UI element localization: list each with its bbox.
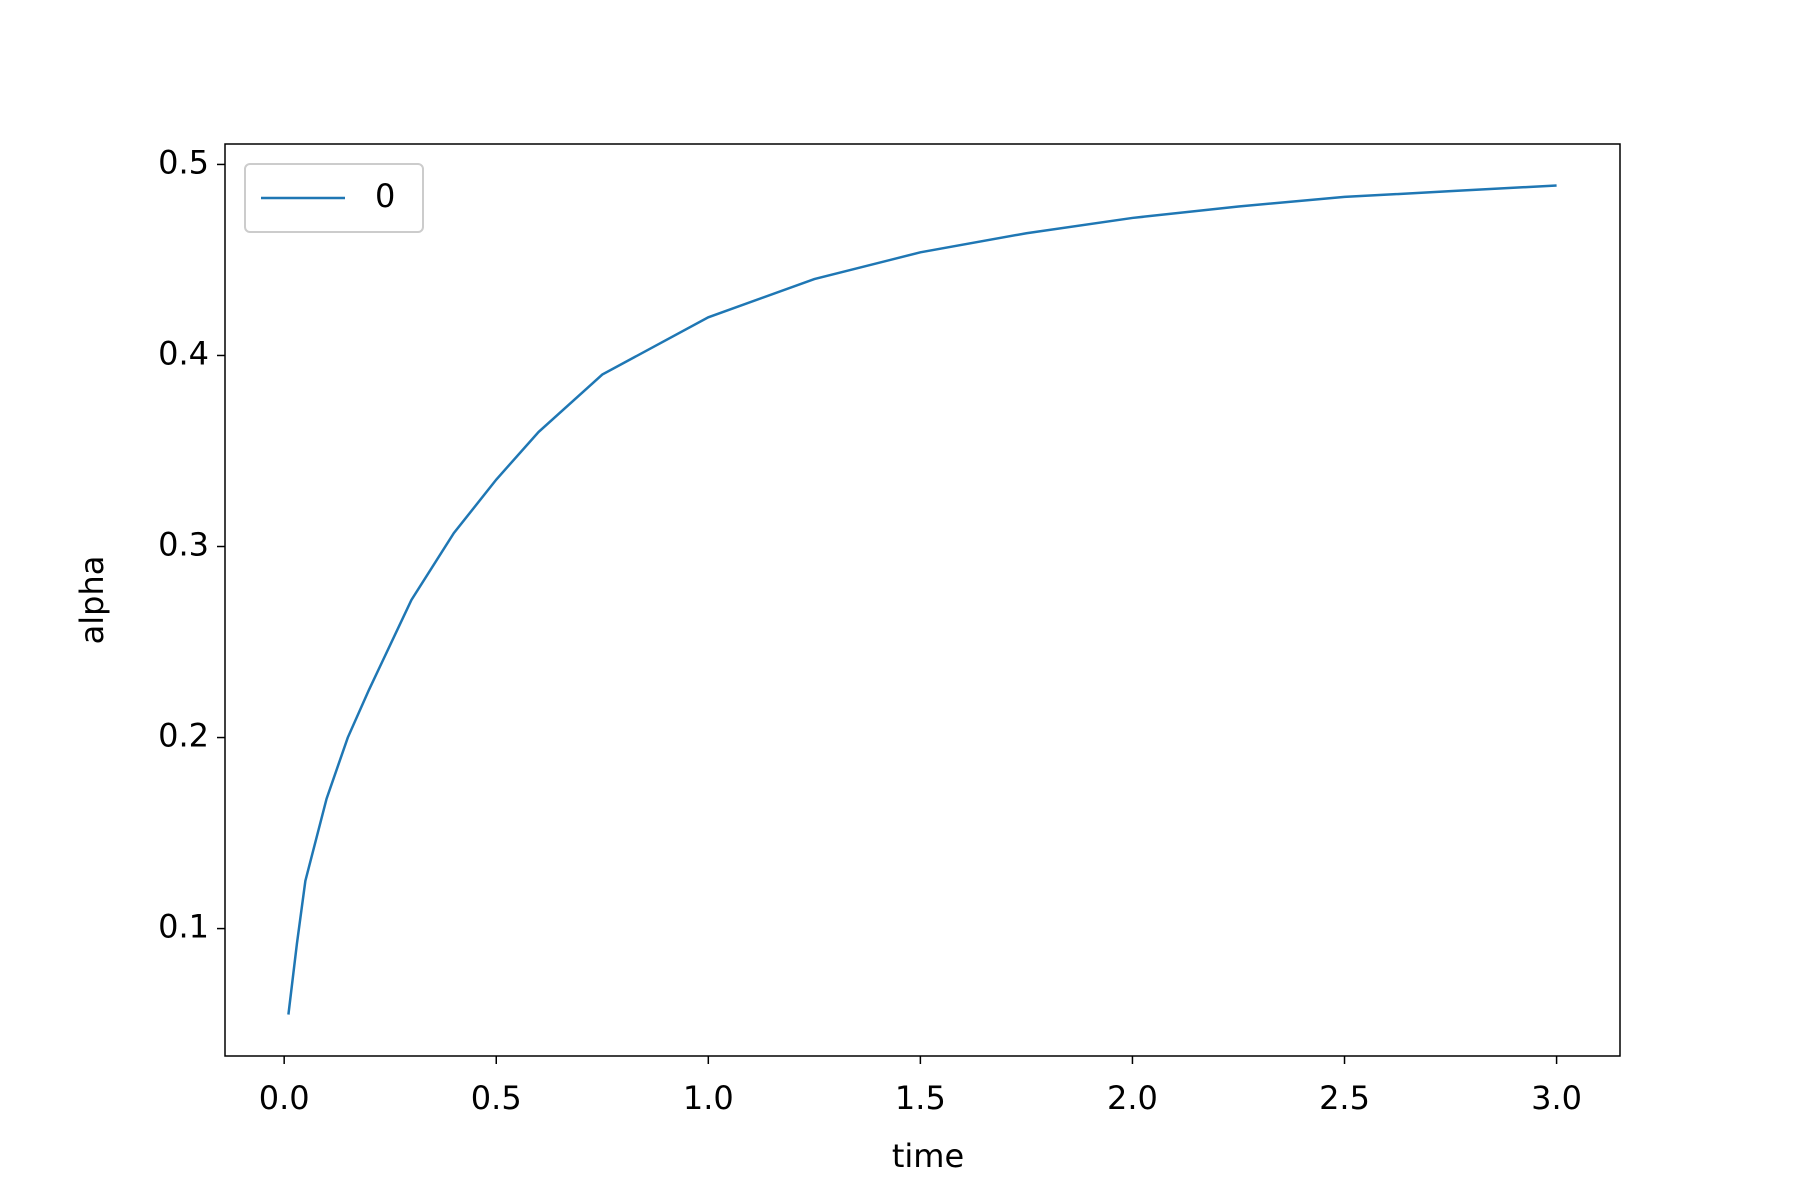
x-tick-label: 2.0 — [1107, 1079, 1158, 1117]
x-axis-label: time — [892, 1137, 964, 1175]
y-tick-label: 0.1 — [158, 908, 209, 946]
y-axis-label: alpha — [73, 556, 111, 645]
x-tick-label: 3.0 — [1531, 1079, 1582, 1117]
legend-label: 0 — [375, 177, 395, 215]
x-tick-label: 0.5 — [471, 1079, 522, 1117]
x-tick-label: 0.0 — [259, 1079, 310, 1117]
x-tick-label: 1.5 — [895, 1079, 946, 1117]
x-tick-label: 2.5 — [1319, 1079, 1370, 1117]
y-tick-label: 0.2 — [158, 717, 209, 755]
y-tick-label: 0.5 — [158, 143, 209, 181]
x-tick-label: 1.0 — [683, 1079, 734, 1117]
plot-frame — [224, 143, 1621, 1057]
series-line — [287, 184, 1557, 1015]
y-tick-label: 0.3 — [158, 526, 209, 564]
y-tick-label: 0.4 — [158, 334, 209, 372]
